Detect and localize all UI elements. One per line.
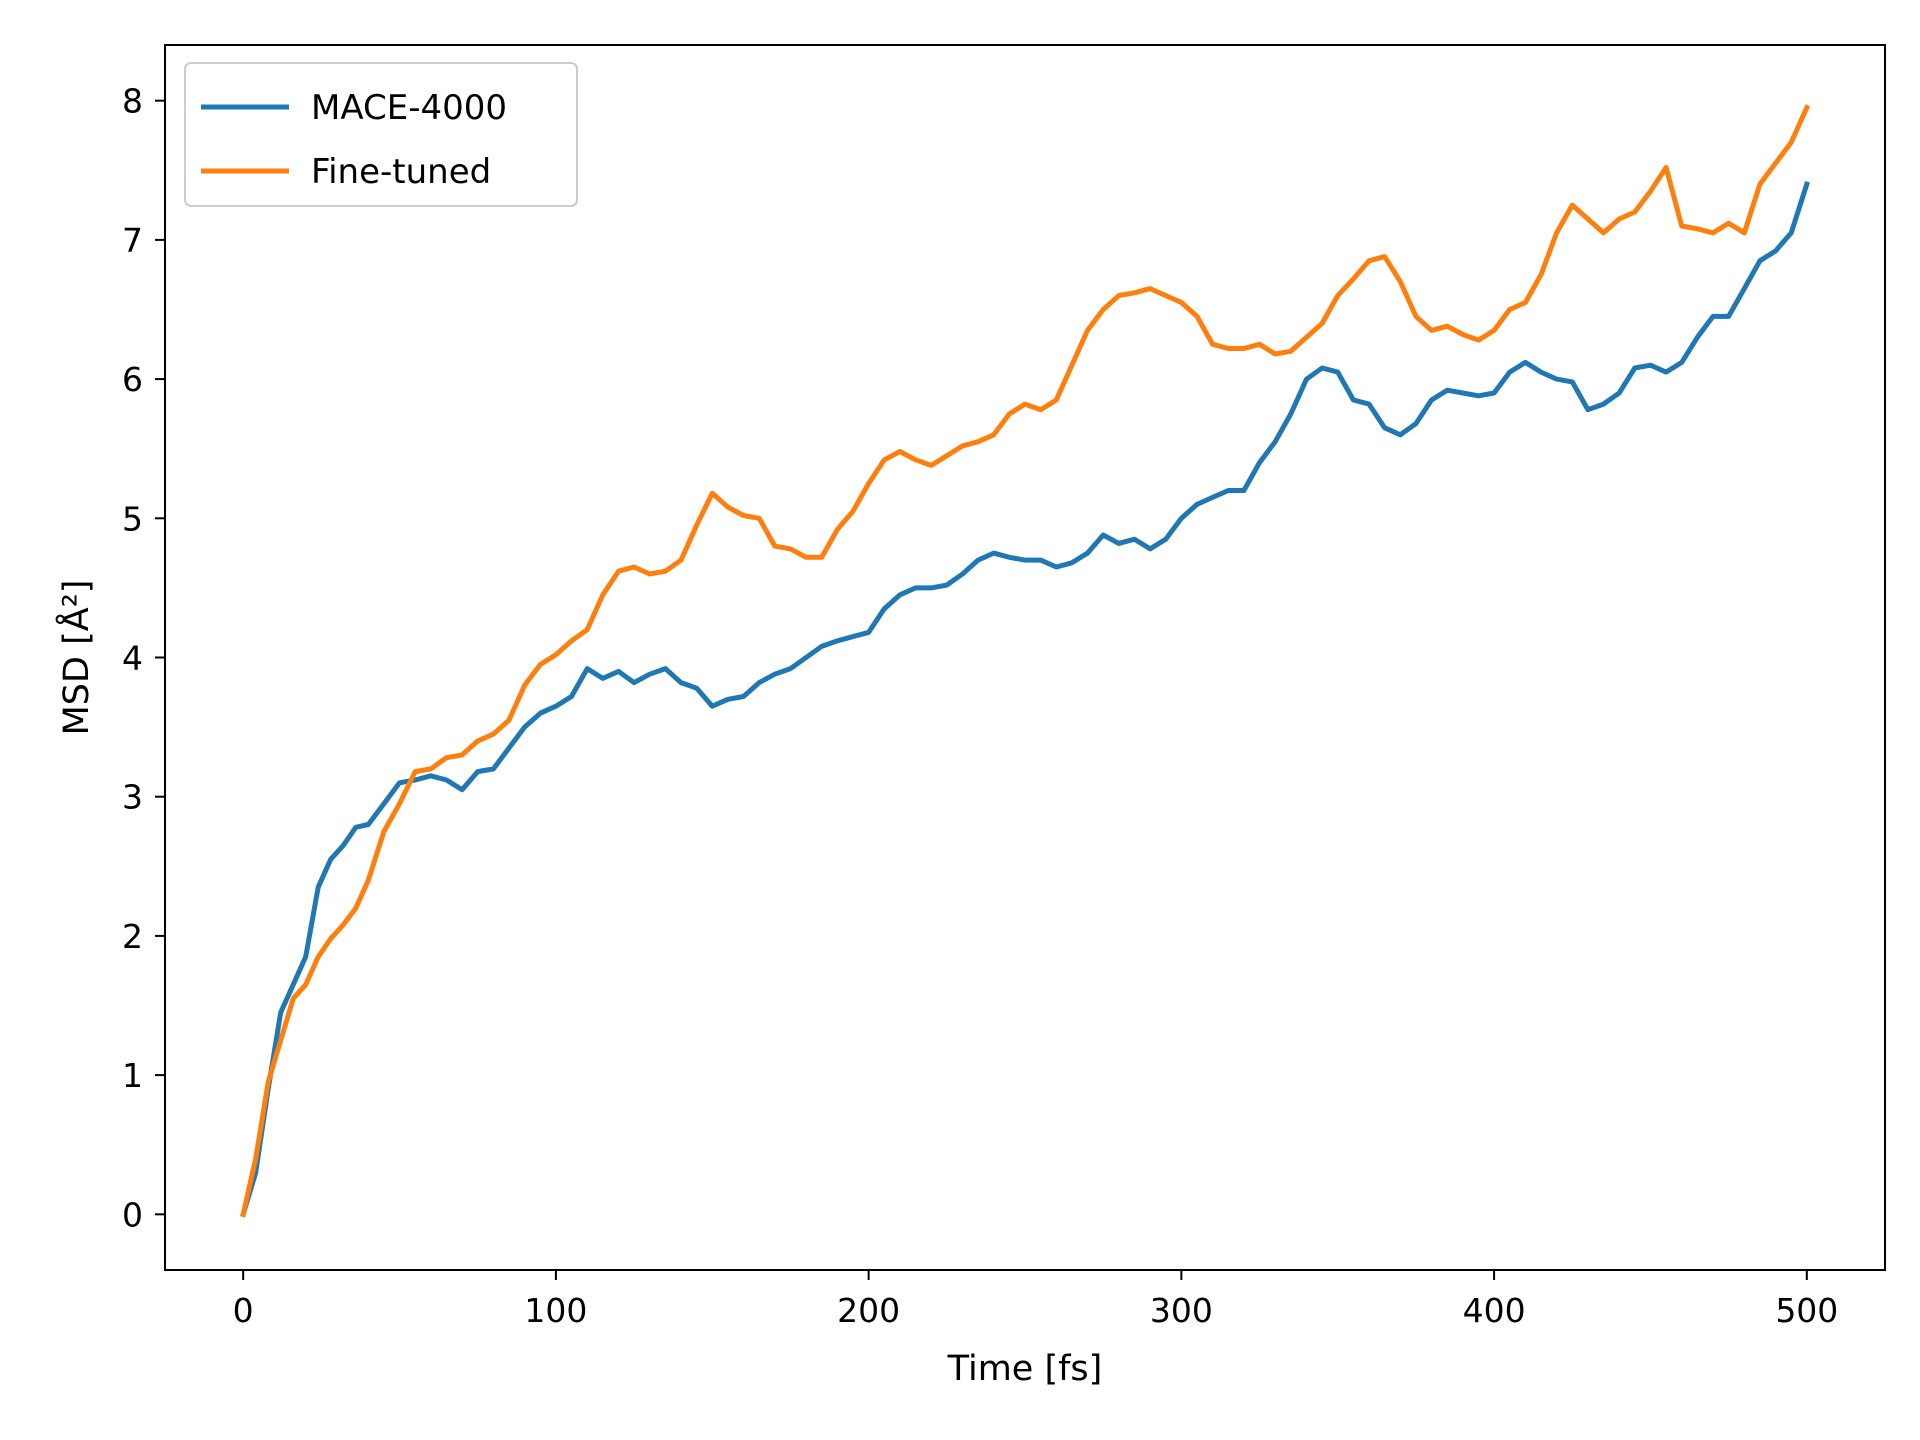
x-tick-label: 400 (1463, 1291, 1526, 1330)
x-tick-label: 300 (1150, 1291, 1213, 1330)
y-tick-label: 3 (122, 778, 143, 817)
y-tick-label: 2 (122, 917, 143, 956)
y-axis-label: MSD [Å²] (54, 580, 97, 736)
y-tick-label: 5 (122, 499, 143, 538)
legend-label: MACE-4000 (311, 88, 507, 128)
y-tick-label: 1 (122, 1056, 143, 1095)
x-axis-label: Time [fs] (947, 1349, 1103, 1389)
x-tick-label: 500 (1775, 1291, 1838, 1330)
x-tick-label: 0 (233, 1291, 254, 1330)
y-tick-label: 4 (122, 639, 143, 678)
series-line-fine-tuned (240, 104, 1811, 1218)
y-tick-label: 0 (122, 1195, 143, 1234)
x-tick-label: 100 (524, 1291, 587, 1330)
legend-label: Fine-tuned (311, 152, 491, 192)
y-tick-label: 6 (122, 360, 143, 399)
y-tick-label: 7 (122, 221, 143, 260)
series-layer (240, 104, 1811, 1218)
series-line-mace-4000 (240, 181, 1810, 1218)
legend: MACE-4000 Fine-tuned (184, 62, 578, 207)
y-tick-label: 8 (122, 82, 143, 121)
x-tick-label: 200 (837, 1291, 900, 1330)
tick-layer: 0 100 200 300 400 500 0 1 2 3 4 5 6 7 8 (122, 82, 1838, 1330)
